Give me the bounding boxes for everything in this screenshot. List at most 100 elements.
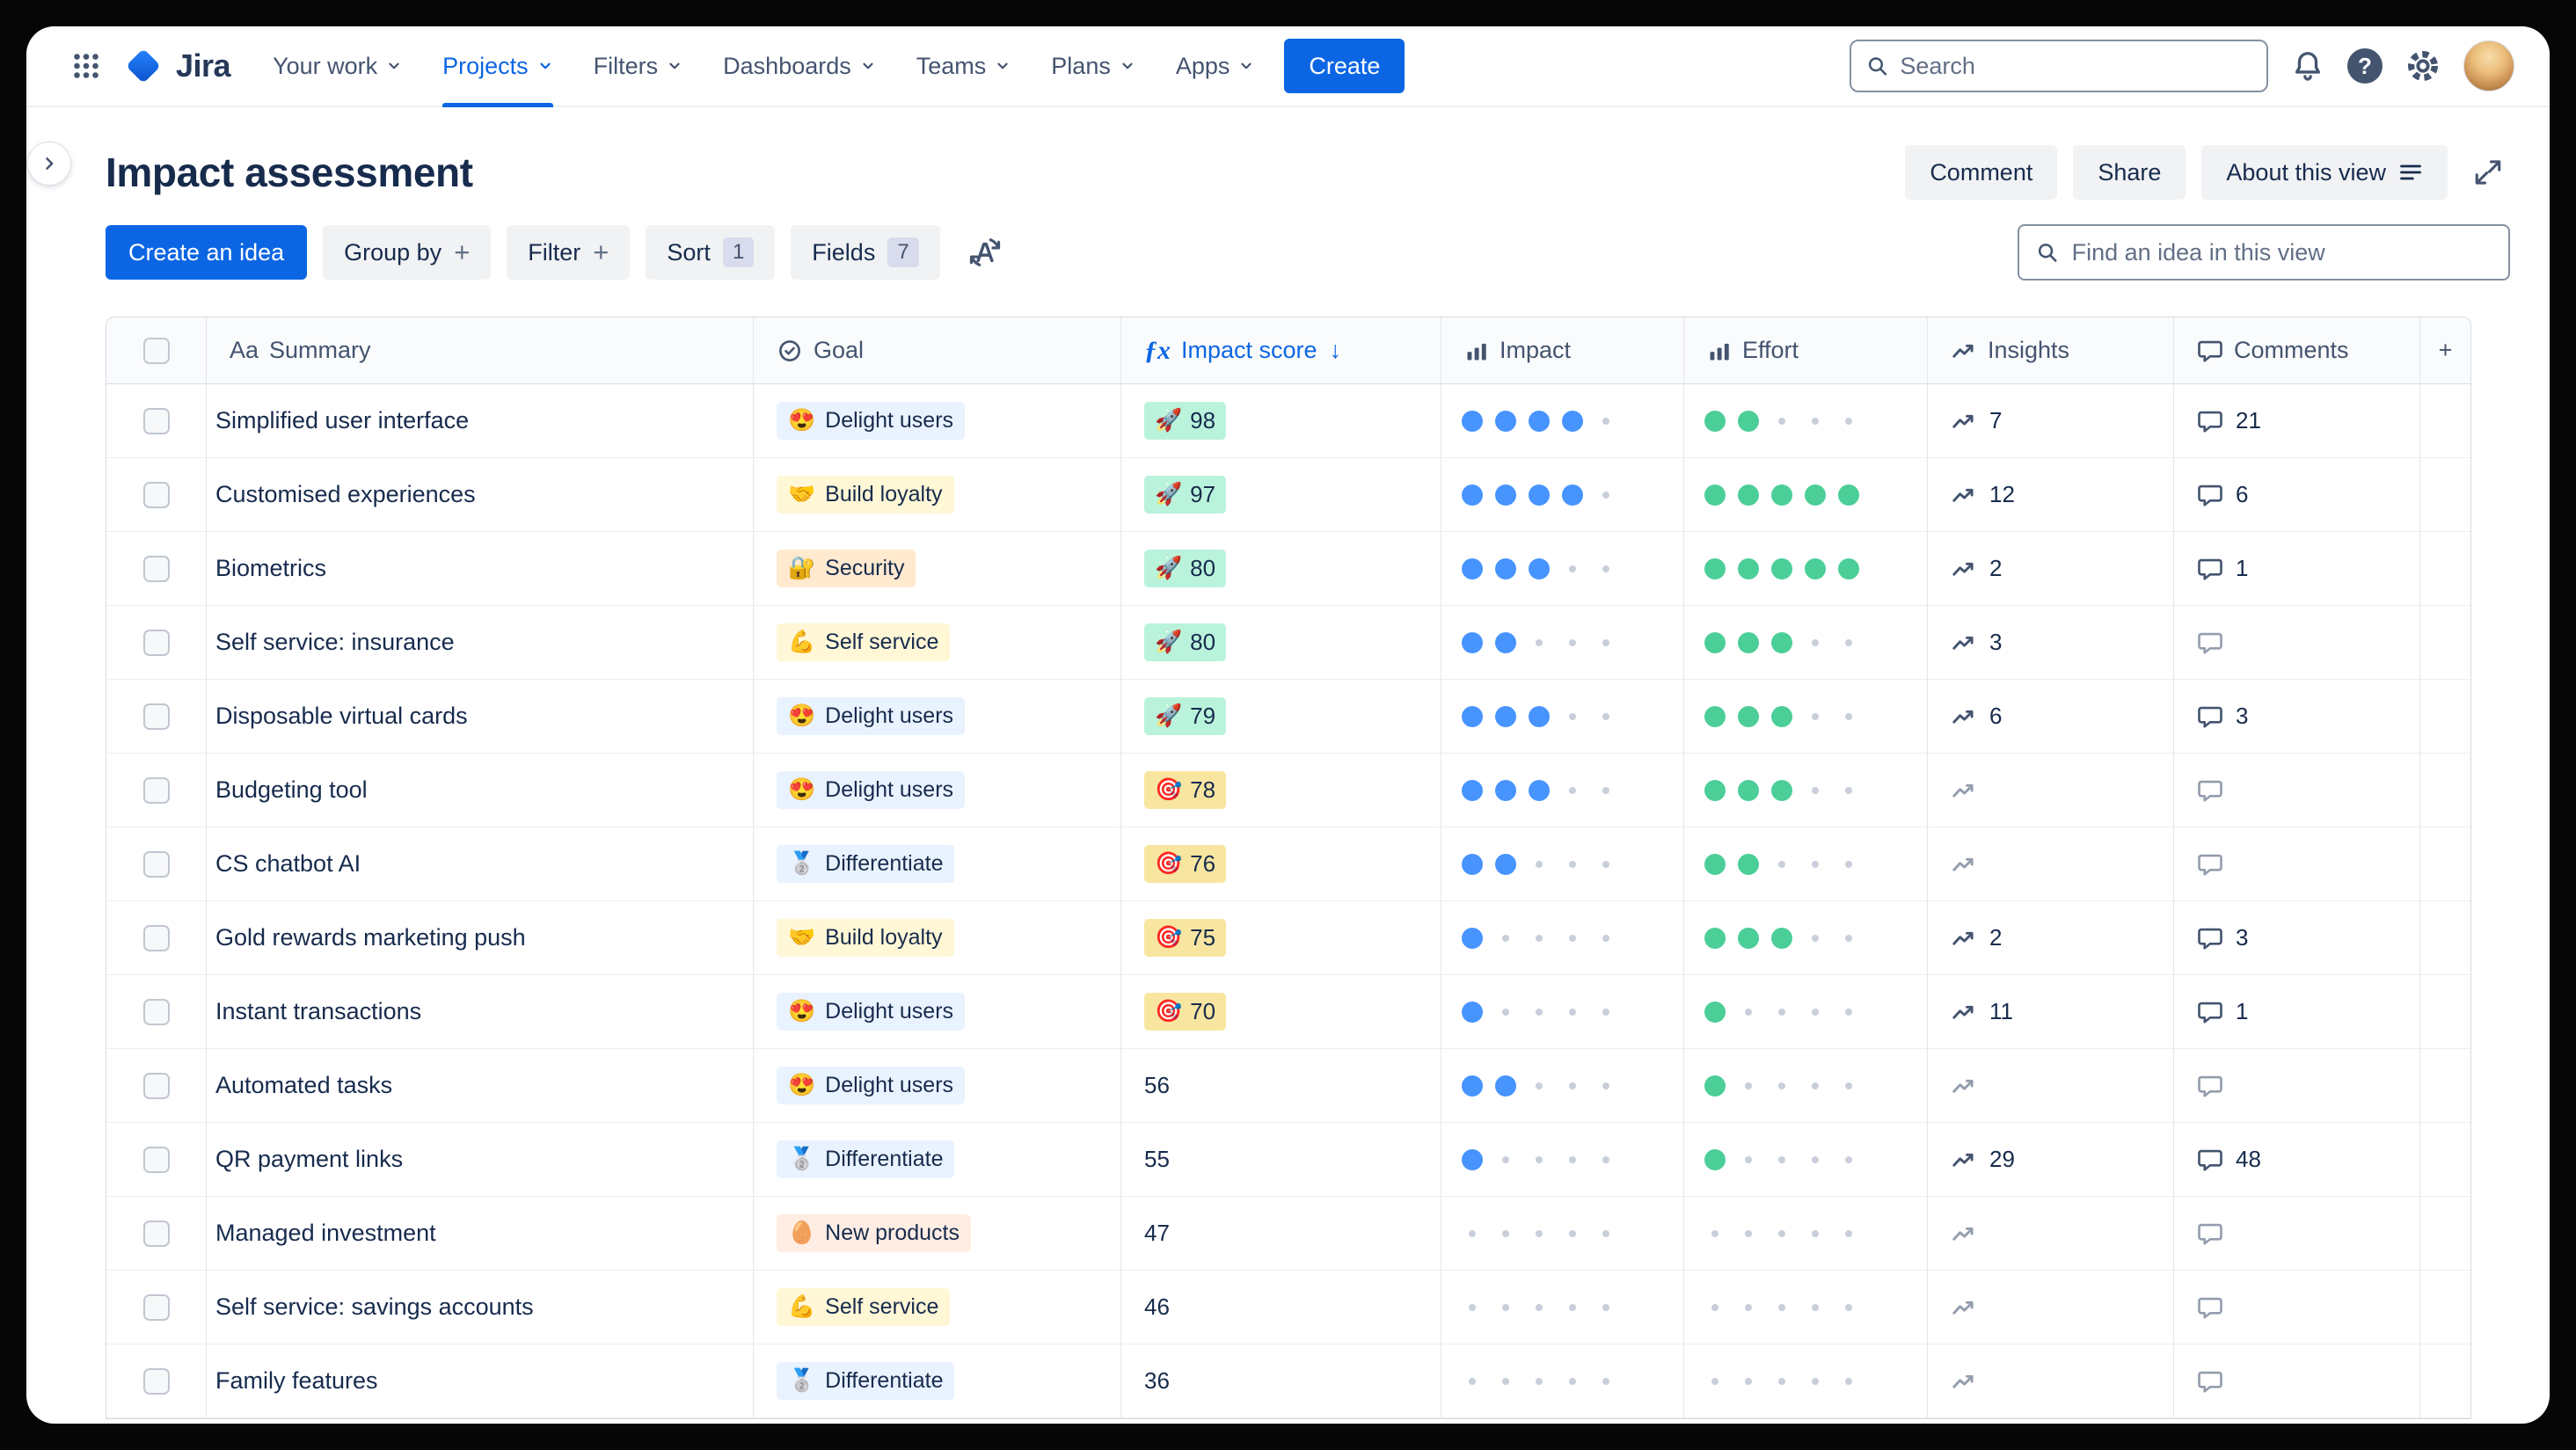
effort-cell[interactable] xyxy=(1684,606,1928,679)
share-button[interactable]: Share xyxy=(2073,145,2186,200)
insights-cell[interactable] xyxy=(1928,754,2174,827)
goal-cell[interactable]: 😍 Delight users xyxy=(754,975,1121,1048)
table-row[interactable]: Instant transactions 😍 Delight users 🎯 70 … xyxy=(106,975,2470,1049)
comment-button[interactable]: Comment xyxy=(1905,145,2058,200)
column-header-comments[interactable]: Comments xyxy=(2174,317,2420,383)
add-column-button[interactable]: + xyxy=(2438,337,2453,363)
comments-cell[interactable]: 3 xyxy=(2174,680,2420,753)
comments-cell[interactable] xyxy=(2174,1344,2420,1417)
search-input[interactable] xyxy=(1900,52,2252,80)
effort-cell[interactable] xyxy=(1684,754,1928,827)
row-checkbox[interactable] xyxy=(142,1293,170,1321)
effort-cell[interactable] xyxy=(1684,1344,1928,1417)
impact-cell[interactable] xyxy=(1441,1344,1684,1417)
impact-cell[interactable] xyxy=(1441,754,1684,827)
sidebar-expand-button[interactable] xyxy=(27,142,71,186)
comments-cell[interactable]: 1 xyxy=(2174,532,2420,605)
column-header-impact[interactable]: Impact xyxy=(1441,317,1684,383)
comments-cell[interactable] xyxy=(2174,606,2420,679)
comments-cell[interactable]: 21 xyxy=(2174,384,2420,457)
jira-logo[interactable]: Jira xyxy=(123,46,231,86)
goal-cell[interactable]: 🥈 Differentiate xyxy=(754,1344,1121,1417)
row-checkbox[interactable] xyxy=(142,703,170,730)
impact-cell[interactable] xyxy=(1441,827,1684,900)
goal-cell[interactable]: 😍 Delight users xyxy=(754,384,1121,457)
goal-cell[interactable]: 🤝 Build loyalty xyxy=(754,458,1121,531)
table-row[interactable]: Gold rewards marketing push 🤝 Build loyal… xyxy=(106,901,2470,975)
table-row[interactable]: Customised experiences 🤝 Build loyalty 🚀 9… xyxy=(106,458,2470,532)
filter-button[interactable]: Filter + xyxy=(507,225,631,280)
table-row[interactable]: Self service: insurance 💪 Self service 🚀 8… xyxy=(106,606,2470,680)
impact-cell[interactable] xyxy=(1441,1049,1684,1122)
impact-score-cell[interactable]: 55 xyxy=(1121,1123,1441,1196)
impact-score-cell[interactable]: 🚀 98 xyxy=(1121,384,1441,457)
row-checkbox[interactable] xyxy=(142,850,170,878)
settings-button[interactable] xyxy=(2405,48,2441,84)
insights-cell[interactable] xyxy=(1928,1344,2174,1417)
impact-score-cell[interactable]: 🎯 75 xyxy=(1121,901,1441,974)
column-header-insights[interactable]: Insights xyxy=(1928,317,2174,383)
app-switcher-icon[interactable] xyxy=(62,41,111,91)
impact-score-cell[interactable]: 47 xyxy=(1121,1197,1441,1270)
insights-cell[interactable] xyxy=(1928,827,2174,900)
summary-cell[interactable]: QR payment links xyxy=(207,1123,754,1196)
fields-button[interactable]: Fields 7 xyxy=(791,225,940,280)
comments-cell[interactable] xyxy=(2174,827,2420,900)
impact-cell[interactable] xyxy=(1441,1197,1684,1270)
goal-cell[interactable]: 😍 Delight users xyxy=(754,754,1121,827)
row-checkbox[interactable] xyxy=(142,481,170,508)
summary-cell[interactable]: Instant transactions xyxy=(207,975,754,1048)
group-by-button[interactable]: Group by + xyxy=(323,225,492,280)
create-idea-button[interactable]: Create an idea xyxy=(106,225,308,280)
impact-cell[interactable] xyxy=(1441,680,1684,753)
row-checkbox[interactable] xyxy=(142,1367,170,1395)
impact-cell[interactable] xyxy=(1441,606,1684,679)
row-checkbox[interactable] xyxy=(142,776,170,804)
comments-cell[interactable] xyxy=(2174,1049,2420,1122)
table-row[interactable]: QR payment links 🥈 Differentiate 55 29 48 xyxy=(106,1123,2470,1197)
table-row[interactable]: CS chatbot AI 🥈 Differentiate 🎯 76 xyxy=(106,827,2470,901)
insights-cell[interactable]: 2 xyxy=(1928,901,2174,974)
insights-cell[interactable]: 12 xyxy=(1928,458,2174,531)
summary-cell[interactable]: Budgeting tool xyxy=(207,754,754,827)
effort-cell[interactable] xyxy=(1684,1123,1928,1196)
auto-format-button[interactable] xyxy=(960,227,1011,278)
column-header-summary[interactable]: Aa Summary xyxy=(207,317,754,383)
find-idea-input[interactable] xyxy=(2071,238,2492,266)
impact-cell[interactable] xyxy=(1441,901,1684,974)
sort-button[interactable]: Sort 1 xyxy=(646,225,776,280)
column-header-goal[interactable]: Goal xyxy=(754,317,1121,383)
comments-cell[interactable]: 3 xyxy=(2174,901,2420,974)
impact-score-cell[interactable]: 56 xyxy=(1121,1049,1441,1122)
nav-item-teams[interactable]: Teams xyxy=(916,26,1011,106)
table-row[interactable]: Self service: savings accounts 💪 Self ser… xyxy=(106,1271,2470,1344)
impact-cell[interactable] xyxy=(1441,384,1684,457)
summary-cell[interactable]: Disposable virtual cards xyxy=(207,680,754,753)
goal-cell[interactable]: 🔐 Security xyxy=(754,532,1121,605)
table-row[interactable]: Disposable virtual cards 😍 Delight users … xyxy=(106,680,2470,754)
effort-cell[interactable] xyxy=(1684,1049,1928,1122)
summary-cell[interactable]: Automated tasks xyxy=(207,1049,754,1122)
comments-cell[interactable]: 1 xyxy=(2174,975,2420,1048)
impact-cell[interactable] xyxy=(1441,975,1684,1048)
table-row[interactable]: Budgeting tool 😍 Delight users 🎯 78 xyxy=(106,754,2470,827)
goal-cell[interactable]: 💪 Self service xyxy=(754,1271,1121,1344)
impact-cell[interactable] xyxy=(1441,532,1684,605)
nav-item-plans[interactable]: Plans xyxy=(1051,26,1135,106)
insights-cell[interactable]: 11 xyxy=(1928,975,2174,1048)
effort-cell[interactable] xyxy=(1684,532,1928,605)
summary-cell[interactable]: Simplified user interface xyxy=(207,384,754,457)
help-button[interactable]: ? xyxy=(2347,48,2383,84)
nav-item-dashboards[interactable]: Dashboards xyxy=(723,26,876,106)
comments-cell[interactable] xyxy=(2174,1197,2420,1270)
fullscreen-button[interactable] xyxy=(2463,148,2513,197)
effort-cell[interactable] xyxy=(1684,901,1928,974)
row-checkbox[interactable] xyxy=(142,924,170,951)
impact-score-cell[interactable]: 🎯 78 xyxy=(1121,754,1441,827)
row-checkbox[interactable] xyxy=(142,629,170,656)
effort-cell[interactable] xyxy=(1684,458,1928,531)
goal-cell[interactable]: 🥈 Differentiate xyxy=(754,827,1121,900)
impact-score-cell[interactable]: 36 xyxy=(1121,1344,1441,1417)
goal-cell[interactable]: 😍 Delight users xyxy=(754,680,1121,753)
about-view-button[interactable]: About this view xyxy=(2201,145,2448,200)
